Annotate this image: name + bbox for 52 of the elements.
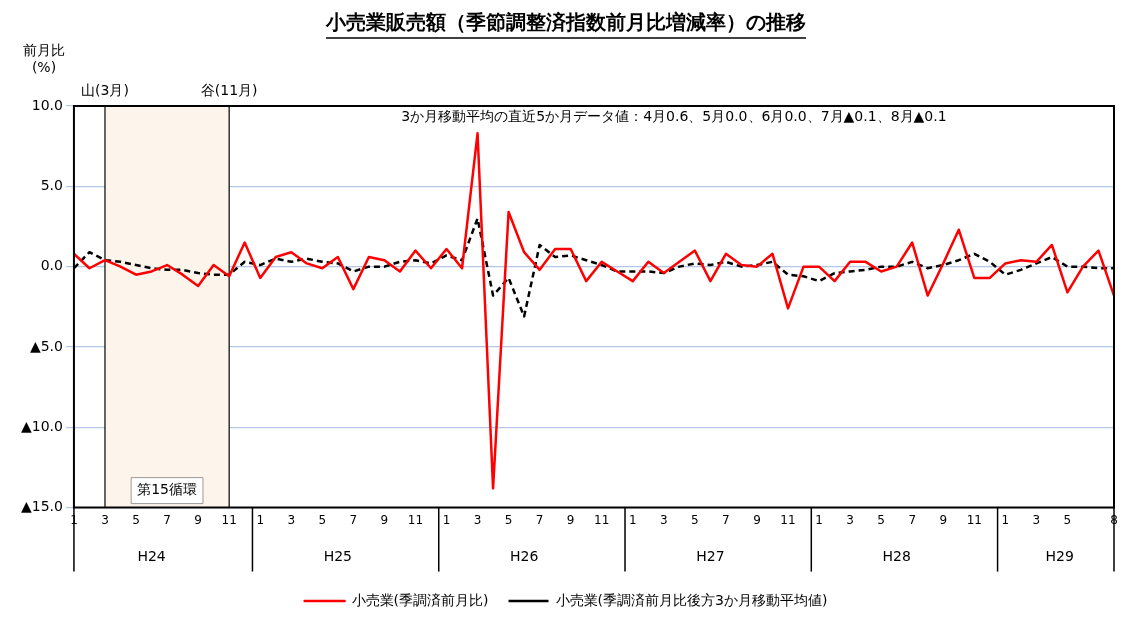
x-tick-label: 7 <box>349 512 358 527</box>
x-tick-label: 7 <box>163 512 171 527</box>
x-tick-label: 11 <box>221 512 237 527</box>
x-tick-label: 3 <box>1032 512 1041 527</box>
band-label: 第15循環 <box>137 481 197 498</box>
x-tick-label: 7 <box>535 512 544 527</box>
x-tick-label: 1 <box>815 512 823 527</box>
x-tick-label: 7 <box>908 512 917 527</box>
x-tick-label: 3 <box>101 512 109 527</box>
x-tick-label: 5 <box>132 512 140 527</box>
text: H24 <box>137 548 166 565</box>
y-tick-label: ▲5.0 <box>29 337 63 354</box>
y-tick-label: 5.0 <box>40 176 63 193</box>
x-tick-label: 3 <box>287 512 296 527</box>
x-tick-label: 5 <box>877 512 885 527</box>
x-tick-label: 5 <box>1063 512 1072 527</box>
text: H28 <box>882 548 911 565</box>
text: H26 <box>509 548 539 565</box>
x-tick-label: 5 <box>691 512 699 527</box>
x-tick-label: 5 <box>504 512 513 527</box>
x-tick-label: 1 <box>256 512 265 527</box>
ref-line-label: 山(3月) <box>81 81 129 98</box>
x-tick-label: 9 <box>380 512 389 527</box>
x-tick-label: 9 <box>566 512 575 527</box>
x-tick-label: 9 <box>939 512 948 527</box>
x-tick-label: 11 <box>780 512 796 527</box>
y-axis-title: 前月比 (%) <box>23 41 65 75</box>
x-tick-label: 1 <box>628 512 637 527</box>
x-tick-label: 7 <box>722 512 730 527</box>
ref-line-label: 谷(11月) <box>200 81 258 98</box>
x-tick-label: 3 <box>660 512 668 527</box>
y-tick-label: ▲10.0 <box>20 417 63 434</box>
legend-label: 小売業(季調済前月比) <box>351 591 489 608</box>
x-tick-label: 1 <box>1001 512 1010 527</box>
x-tick-label: 9 <box>194 512 202 527</box>
y-tick-label: 10.0 <box>31 96 63 113</box>
text: H29 <box>1045 548 1074 565</box>
x-tick-label: 11 <box>407 512 424 527</box>
legend-label: 小売業(季調済前月比後方3か月移動平均値) <box>555 591 828 608</box>
x-tick-label: 11 <box>966 512 982 527</box>
x-tick-label: 3 <box>846 512 854 527</box>
chart-title: 小売業販売額（季節調整済指数前月比増減率）の推移 <box>325 10 806 35</box>
text: H27 <box>696 548 725 565</box>
annotation: 3か月移動平均の直近5か月データ値：4月0.6、5月0.0、6月0.0、7月▲0.1、8月▲0.1 <box>401 107 947 124</box>
text: H25 <box>323 548 353 565</box>
x-tick-label: 9 <box>753 512 761 527</box>
y-tick-label: ▲15.0 <box>20 498 63 515</box>
y-tick-label: 0.0 <box>40 257 63 274</box>
x-tick-label: 3 <box>473 512 482 527</box>
x-tick-label: 1 <box>442 512 451 527</box>
x-tick-label: 5 <box>318 512 327 527</box>
x-tick-label: 11 <box>594 512 610 527</box>
